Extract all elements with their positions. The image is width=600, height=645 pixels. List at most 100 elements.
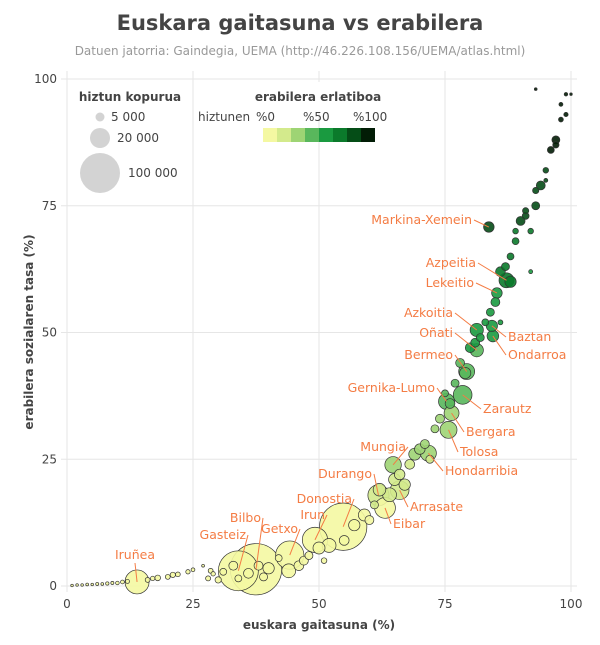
label-leader-line	[454, 312, 478, 331]
point-label: Iruñea	[115, 547, 155, 562]
data-point	[338, 535, 350, 546]
label-leader-line	[492, 335, 507, 356]
label-leader-line	[473, 219, 490, 228]
label-leader-line	[427, 452, 444, 472]
data-point	[243, 568, 254, 579]
data-point	[125, 579, 130, 584]
point-label: Lekeitio	[426, 275, 474, 290]
color-legend-label: %50	[303, 110, 330, 124]
data-point	[80, 583, 84, 587]
data-point	[501, 262, 510, 271]
label-leader-line	[475, 282, 498, 294]
data-point	[490, 297, 501, 307]
y-axis-ticks: 0 25 50 75 100	[34, 72, 57, 593]
data-point	[547, 146, 555, 154]
size-legend-title: hiztun kopurua	[79, 90, 181, 104]
data-point	[372, 482, 387, 497]
label-leader-line	[454, 332, 478, 351]
color-legend-label: %0	[256, 110, 275, 124]
point-label: Gernika-Lumo	[348, 380, 435, 395]
color-legend-swatch	[333, 128, 347, 142]
y-tick: 100	[34, 72, 57, 86]
label-leader-line	[342, 498, 355, 527]
x-tick: 0	[63, 597, 71, 611]
label-leader-line	[134, 562, 138, 582]
data-point	[205, 575, 211, 582]
data-point	[228, 560, 239, 571]
x-tick: 100	[560, 597, 583, 611]
data-point	[70, 583, 74, 588]
data-point	[190, 567, 196, 573]
size-legend-label: 100 000	[128, 166, 178, 180]
data-point	[281, 563, 297, 579]
data-point	[441, 389, 449, 398]
data-point	[175, 571, 181, 578]
data-point	[312, 541, 326, 555]
point-labels: Markina-Xemein Azpeitia Lekeitio Azkoitia Oñ…	[115, 212, 566, 582]
data-point	[234, 574, 243, 583]
data-point	[165, 574, 171, 580]
data-point	[515, 216, 526, 226]
label-leader-line	[462, 394, 482, 410]
data-point	[444, 398, 456, 409]
data-point	[154, 574, 161, 582]
label-leader-line	[451, 412, 465, 433]
size-legend-circle	[90, 128, 110, 148]
point-label: Donostia	[297, 491, 352, 506]
data-point	[304, 551, 314, 560]
data-point	[144, 577, 151, 583]
label-leader-line	[392, 446, 409, 466]
x-tick: 50	[311, 597, 326, 611]
data-point	[569, 92, 573, 96]
data-point	[511, 237, 520, 246]
point-label: Gasteiz	[200, 527, 247, 542]
color-legend-swatch	[277, 128, 291, 142]
color-legend-swatch	[347, 128, 361, 142]
label-leader-line	[289, 528, 301, 556]
point-label: Baztan	[508, 329, 551, 344]
data-point	[348, 519, 361, 532]
data-point	[120, 579, 125, 585]
data-point	[486, 307, 495, 317]
label-leader-line	[477, 262, 507, 281]
point-label: Hondarribia	[445, 463, 518, 478]
data-point	[150, 575, 156, 581]
data-point	[214, 576, 222, 584]
data-point	[512, 227, 519, 235]
data-point	[185, 569, 191, 575]
data-point	[105, 581, 110, 586]
data-point	[481, 318, 490, 327]
data-point	[430, 424, 440, 434]
data-point	[404, 459, 415, 470]
point-label: Azpeitia	[426, 255, 476, 270]
data-point	[370, 500, 379, 510]
color-legend-swatch	[263, 128, 277, 142]
y-tick: 25	[42, 452, 57, 466]
point-label: Bermeo	[404, 347, 453, 362]
point-label: Tolosa	[459, 444, 498, 459]
data-point	[169, 571, 176, 578]
data-point	[398, 478, 411, 491]
x-tick: 25	[185, 597, 200, 611]
label-leader-line	[491, 325, 507, 338]
color-legend-swatch	[361, 128, 375, 142]
data-point	[533, 87, 538, 91]
size-legend-label: 20 000	[117, 131, 159, 145]
data-point	[364, 515, 375, 525]
label-leader-line	[399, 489, 409, 508]
color-legend-swatch	[291, 128, 305, 142]
data-point	[253, 560, 264, 571]
point-label: Azkoitia	[404, 305, 453, 320]
data-point	[115, 580, 120, 586]
data-point	[459, 367, 472, 380]
data-point	[527, 227, 534, 235]
data-point	[425, 454, 435, 464]
data-point	[528, 269, 534, 275]
data-point	[531, 201, 541, 211]
y-tick: 50	[42, 326, 57, 340]
data-point	[532, 187, 540, 195]
size-legend: hiztun kopurua 5 000 20 000 100 000	[79, 90, 181, 193]
label-leader-line	[237, 534, 249, 571]
point-label: Ondarroa	[508, 347, 566, 362]
